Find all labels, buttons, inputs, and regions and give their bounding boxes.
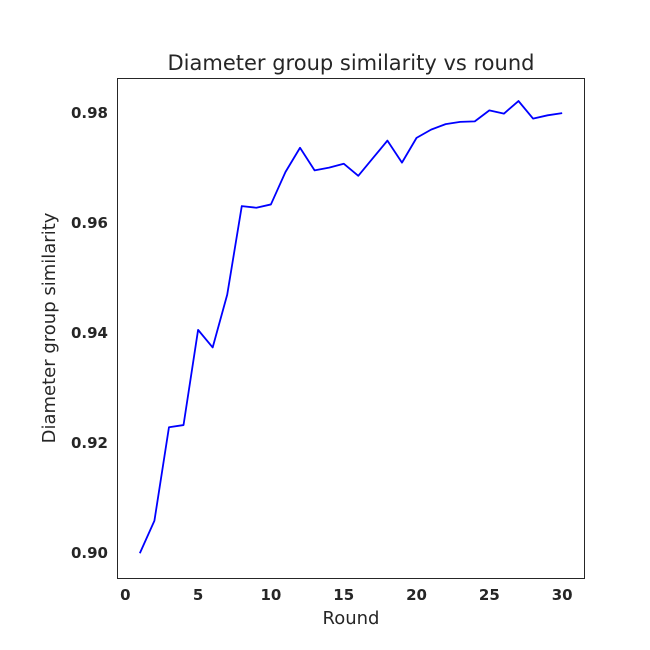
x-axis-label: Round (323, 608, 380, 629)
y-tick-label: 0.92 (71, 434, 108, 452)
y-axis-ticks: 0.90 0.92 0.94 0.96 0.98 (71, 104, 108, 562)
series-line (139, 100, 563, 554)
x-tick-label: 25 (479, 586, 500, 604)
x-axis-ticks: 0 5 10 15 20 25 30 (120, 586, 573, 604)
x-tick-label: 5 (193, 586, 203, 604)
x-tick-label: 15 (333, 586, 354, 604)
y-tick-label: 0.94 (71, 324, 108, 342)
plot-area-frame (117, 78, 585, 579)
x-tick-label: 10 (260, 586, 281, 604)
y-tick-label: 0.90 (71, 544, 108, 562)
chart-title: Diameter group similarity vs round (168, 51, 535, 75)
y-axis-label: Diameter group similarity (39, 212, 60, 443)
series-layer (139, 100, 563, 554)
x-tick-label: 0 (120, 586, 130, 604)
y-tick-label: 0.98 (71, 104, 108, 122)
x-tick-label: 20 (406, 586, 427, 604)
x-tick-label: 30 (552, 586, 573, 604)
y-tick-label: 0.96 (71, 214, 108, 232)
